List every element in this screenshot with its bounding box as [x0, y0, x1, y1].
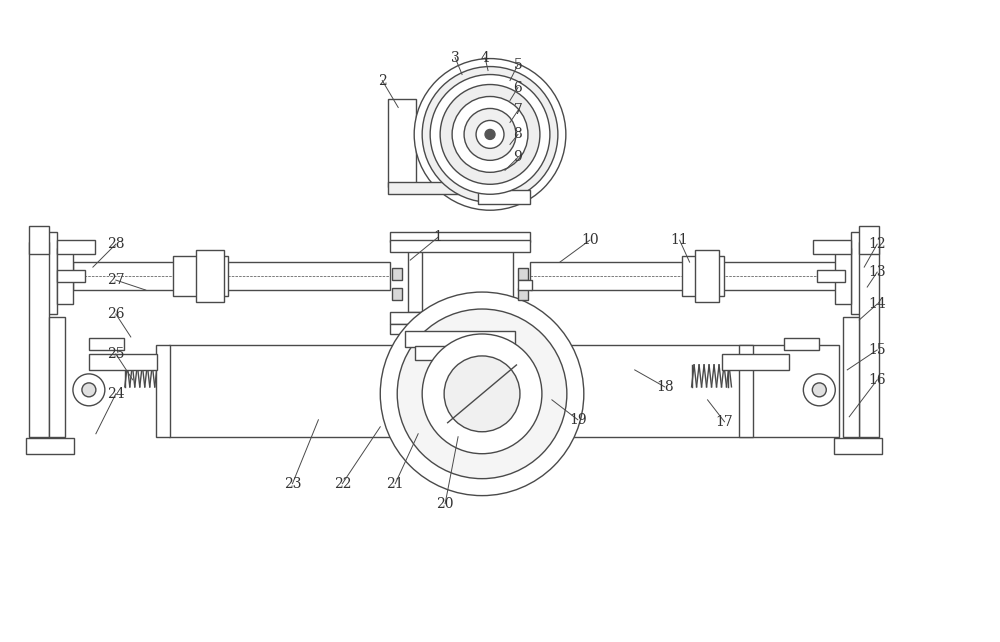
- Bar: [682, 256, 724, 296]
- Bar: [57, 240, 95, 254]
- Bar: [834, 438, 882, 454]
- Bar: [49, 317, 65, 437]
- Text: 7: 7: [514, 103, 522, 117]
- Bar: [530, 262, 837, 290]
- Bar: [392, 288, 402, 300]
- Bar: [73, 262, 390, 290]
- Bar: [390, 324, 530, 334]
- Bar: [851, 232, 869, 314]
- Bar: [518, 280, 532, 290]
- Text: 12: 12: [868, 237, 886, 251]
- Bar: [859, 242, 879, 437]
- Text: 10: 10: [581, 233, 599, 247]
- Circle shape: [485, 130, 495, 139]
- Text: 25: 25: [107, 347, 125, 361]
- Text: 18: 18: [656, 380, 673, 394]
- Circle shape: [380, 292, 584, 496]
- Bar: [817, 270, 845, 282]
- Bar: [57, 270, 85, 282]
- Text: 13: 13: [868, 265, 886, 279]
- Bar: [388, 100, 416, 187]
- Bar: [739, 345, 753, 437]
- Text: 17: 17: [716, 415, 733, 429]
- Bar: [29, 242, 49, 437]
- Bar: [415, 346, 503, 360]
- Bar: [392, 268, 402, 280]
- Bar: [695, 250, 719, 302]
- Circle shape: [812, 383, 826, 397]
- Circle shape: [452, 96, 528, 172]
- Text: 20: 20: [436, 497, 454, 510]
- Text: 14: 14: [868, 297, 886, 311]
- Bar: [843, 317, 859, 437]
- Bar: [26, 438, 74, 454]
- Circle shape: [444, 356, 520, 432]
- Text: 27: 27: [107, 273, 125, 287]
- Text: 15: 15: [868, 343, 886, 357]
- Text: 24: 24: [107, 387, 125, 401]
- Bar: [89, 354, 157, 370]
- Bar: [390, 232, 530, 242]
- Text: 16: 16: [868, 373, 886, 387]
- Circle shape: [476, 121, 504, 148]
- Text: 28: 28: [107, 237, 125, 251]
- Bar: [156, 345, 170, 437]
- Circle shape: [422, 334, 542, 454]
- Circle shape: [414, 58, 566, 210]
- Bar: [835, 248, 851, 304]
- Bar: [813, 240, 851, 254]
- Bar: [196, 250, 224, 302]
- Circle shape: [803, 374, 835, 406]
- Bar: [388, 182, 526, 195]
- Bar: [859, 226, 879, 254]
- Bar: [478, 190, 530, 204]
- Bar: [173, 256, 228, 296]
- Text: 4: 4: [481, 51, 489, 65]
- Bar: [29, 226, 49, 254]
- Text: 3: 3: [451, 51, 459, 65]
- Bar: [39, 232, 57, 314]
- Text: 1: 1: [434, 230, 443, 244]
- Bar: [169, 345, 839, 437]
- Text: 5: 5: [514, 58, 522, 71]
- Circle shape: [464, 108, 516, 160]
- Text: 21: 21: [386, 476, 404, 490]
- Text: 19: 19: [569, 413, 587, 427]
- Bar: [722, 354, 789, 370]
- Bar: [518, 288, 528, 300]
- Circle shape: [73, 374, 105, 406]
- Text: 2: 2: [378, 74, 387, 87]
- Text: 9: 9: [514, 150, 522, 164]
- Text: 8: 8: [514, 127, 522, 141]
- Bar: [89, 338, 124, 350]
- Text: 26: 26: [107, 307, 125, 321]
- Circle shape: [397, 309, 567, 479]
- Circle shape: [422, 67, 558, 202]
- Bar: [518, 268, 528, 280]
- Circle shape: [430, 74, 550, 195]
- Bar: [390, 312, 530, 324]
- Bar: [405, 331, 515, 347]
- Bar: [408, 240, 513, 312]
- Circle shape: [82, 383, 96, 397]
- Bar: [784, 338, 819, 350]
- Text: 22: 22: [334, 476, 351, 490]
- Bar: [57, 248, 73, 304]
- Text: 6: 6: [514, 80, 522, 94]
- Circle shape: [440, 85, 540, 184]
- Text: 23: 23: [284, 476, 301, 490]
- Text: 11: 11: [671, 233, 688, 247]
- Bar: [390, 240, 530, 252]
